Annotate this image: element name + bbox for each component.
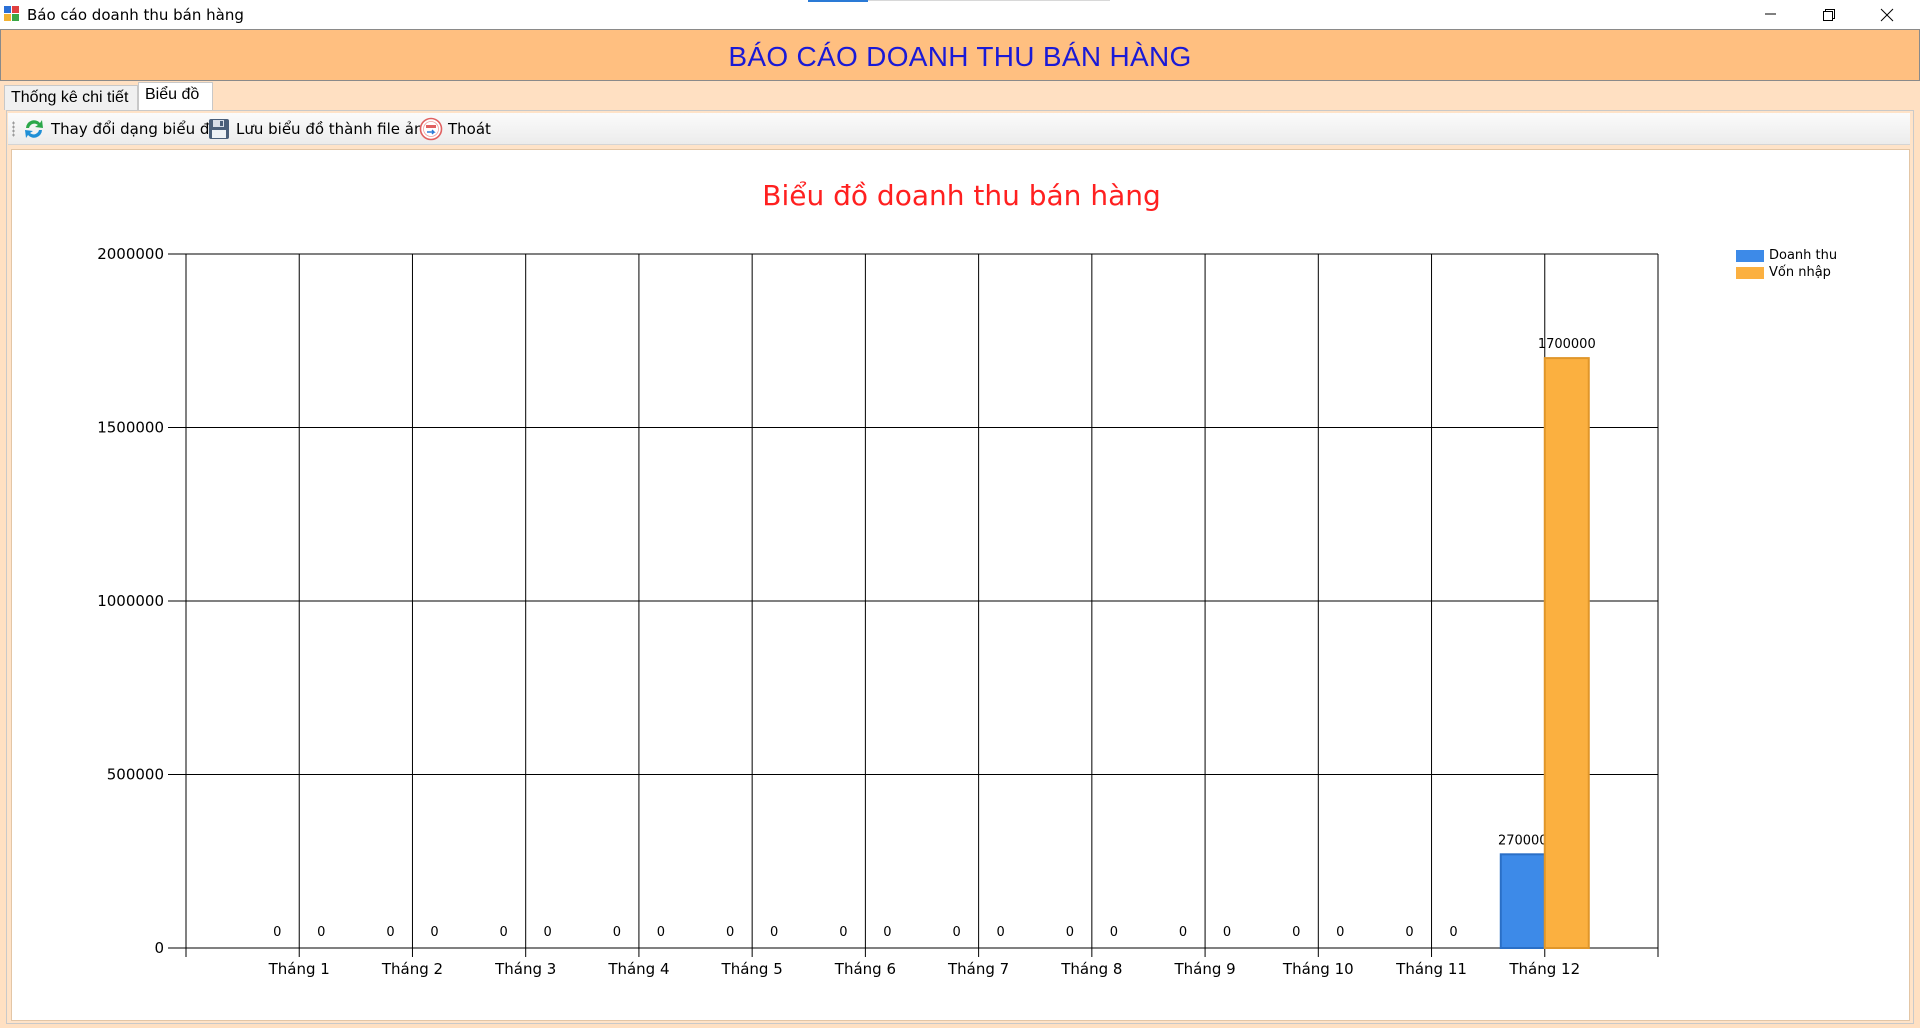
data-label-revenue: 0 — [500, 925, 508, 940]
y-tick-label: 0 — [154, 939, 164, 957]
data-label-cost: 0 — [544, 925, 552, 940]
exit-icon — [419, 117, 443, 141]
data-label-cost: 0 — [1110, 925, 1118, 940]
y-tick-label: 500000 — [107, 766, 164, 784]
legend-swatch-revenue — [1736, 249, 1764, 262]
x-tick-label: Tháng 7 — [947, 960, 1009, 978]
data-label-cost: 0 — [1223, 925, 1231, 940]
chart-legend: Doanh thu Vốn nhập — [1736, 247, 1837, 281]
chart-title: Biểu đồ doanh thu bán hàng — [762, 179, 1161, 212]
report-app-icon — [4, 6, 20, 22]
report-header-title: BÁO CÁO DOANH THU BÁN HÀNG — [728, 41, 1192, 72]
data-label-cost: 0 — [996, 925, 1004, 940]
tab-chart[interactable]: Biểu đồ — [138, 82, 213, 110]
chart-panel: Biểu đồ doanh thu bán hàng 0 500000 100000… — [11, 149, 1910, 1021]
save-chart-image-button[interactable]: Lưu biểu đồ thành file ảnh — [207, 116, 433, 142]
bar-cost — [1543, 357, 1590, 950]
data-label-cost: 0 — [657, 925, 665, 940]
x-tick-label: Tháng 1 — [268, 960, 330, 978]
change-chart-type-button[interactable]: Thay đổi dạng biểu đồ — [22, 116, 219, 142]
legend-label-revenue: Doanh thu — [1769, 248, 1838, 263]
data-label-cost: 0 — [430, 925, 438, 940]
data-label-cost: 0 — [883, 925, 891, 940]
y-tick-label: 2000000 — [97, 245, 164, 263]
toolbar-grip[interactable] — [12, 121, 15, 137]
data-label-revenue: 0 — [726, 925, 734, 940]
x-tick-label: Tháng 2 — [381, 960, 443, 978]
restore-icon — [1823, 9, 1835, 21]
close-button[interactable] — [1858, 0, 1916, 29]
revenue-bar-chart: 0 500000 1000000 1500000 2000000 Tháng 1 Tháng… — [97, 245, 1659, 978]
x-tick-label: Tháng 10 — [1282, 960, 1354, 978]
minimize-icon — [1765, 13, 1776, 15]
x-tick-label: Tháng 8 — [1060, 960, 1122, 978]
titlebar-divider — [868, 0, 1110, 1]
floppy-disk-icon — [209, 119, 229, 139]
window-title: Báo cáo doanh thu bán hàng — [27, 6, 244, 24]
tab-statistics-detail[interactable]: Thống kê chi tiết — [4, 85, 138, 110]
minimize-button[interactable] — [1742, 0, 1800, 29]
data-label-cost: 1700000 — [1538, 337, 1596, 352]
y-tick-label: 1000000 — [97, 592, 164, 610]
x-tick-label: Tháng 6 — [834, 960, 896, 978]
data-label-revenue: 0 — [952, 925, 960, 940]
data-label-cost: 0 — [770, 925, 778, 940]
data-label-revenue: 0 — [1179, 925, 1187, 940]
exit-label: Thoát — [448, 120, 491, 138]
x-tick-label: Tháng 11 — [1395, 960, 1467, 978]
legend-item-revenue: Doanh thu — [1736, 247, 1837, 264]
data-label-revenue: 0 — [1405, 925, 1413, 940]
data-label-revenue: 0 — [386, 925, 394, 940]
x-tick-label: Tháng 12 — [1508, 960, 1580, 978]
report-header: BÁO CÁO DOANH THU BÁN HÀNG — [0, 29, 1920, 81]
data-label-cost: 0 — [317, 925, 325, 940]
y-tick-label: 1500000 — [97, 419, 164, 437]
data-label-revenue: 270000 — [1498, 833, 1548, 848]
x-tick-label: Tháng 4 — [607, 960, 669, 978]
data-label-revenue: 0 — [1066, 925, 1074, 940]
data-label-revenue: 0 — [839, 925, 847, 940]
legend-swatch-cost — [1736, 266, 1764, 279]
data-label-revenue: 0 — [273, 925, 281, 940]
data-label-revenue: 0 — [1292, 925, 1300, 940]
refresh-icon — [25, 120, 43, 138]
bar-revenue — [1499, 853, 1546, 949]
close-icon — [1880, 8, 1894, 22]
restore-button[interactable] — [1800, 0, 1858, 29]
x-tick-label: Tháng 3 — [494, 960, 556, 978]
chart-toolbar: Thay đổi dạng biểu đồ Lưu biểu đồ thành … — [8, 113, 1910, 145]
save-chart-image-label: Lưu biểu đồ thành file ảnh — [236, 120, 433, 138]
change-chart-type-label: Thay đổi dạng biểu đồ — [51, 120, 219, 138]
titlebar-accent — [808, 0, 868, 2]
legend-item-cost: Vốn nhập — [1736, 264, 1837, 281]
exit-button[interactable]: Thoát — [419, 116, 491, 142]
window-titlebar: Báo cáo doanh thu bán hàng — [0, 0, 1920, 29]
x-tick-label: Tháng 5 — [721, 960, 783, 978]
legend-label-cost: Vốn nhập — [1769, 265, 1831, 280]
data-label-cost: 0 — [1336, 925, 1344, 940]
data-label-revenue: 0 — [613, 925, 621, 940]
data-label-cost: 0 — [1449, 925, 1457, 940]
x-tick-label: Tháng 9 — [1173, 960, 1235, 978]
